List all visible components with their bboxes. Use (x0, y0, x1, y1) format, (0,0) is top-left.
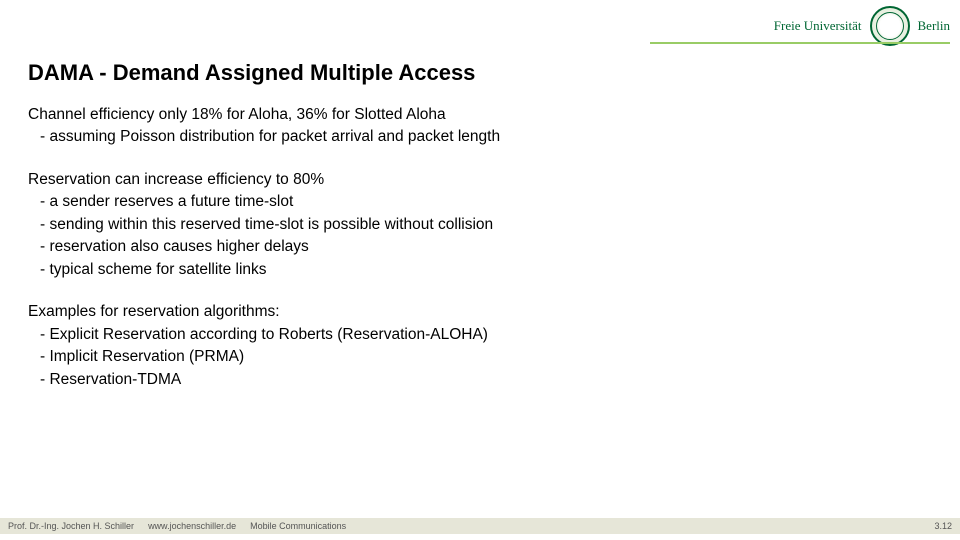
block2-bullet-3: - reservation also causes higher delays (28, 236, 932, 258)
block2-bullet-2-text: sending within this reserved time-slot i… (49, 216, 493, 233)
university-seal-icon (870, 6, 910, 46)
block-reservation: Reservation can increase efficiency to 8… (28, 169, 932, 281)
block3-bullet-2-text: Implicit Reservation (PRMA) (49, 348, 244, 365)
footer-page-number: 3.12 (912, 521, 952, 531)
block1-bullet-1-text: assuming Poisson distribution for packet… (49, 128, 500, 145)
block3-bullet-1-text: Explicit Reservation according to Robert… (49, 326, 487, 343)
university-city: Berlin (918, 18, 951, 34)
block2-bullet-4-text: typical scheme for satellite links (49, 261, 266, 278)
block3-lead: Examples for reservation algorithms: (28, 301, 932, 323)
block1-bullet-1: - assuming Poisson distribution for pack… (28, 126, 932, 148)
footer-course: Mobile Communications (250, 521, 346, 531)
block3-bullet-1: - Explicit Reservation according to Robe… (28, 324, 932, 346)
block1-lead: Channel efficiency only 18% for Aloha, 3… (28, 104, 932, 126)
block3-bullet-3-text: Reservation-TDMA (49, 371, 181, 388)
block2-bullet-3-text: reservation also causes higher delays (49, 238, 308, 255)
footer-author: Prof. Dr.-Ing. Jochen H. Schiller (8, 521, 134, 531)
slide-content: DAMA - Demand Assigned Multiple Access C… (28, 60, 932, 411)
block3-bullet-2: - Implicit Reservation (PRMA) (28, 346, 932, 368)
block2-lead: Reservation can increase efficiency to 8… (28, 169, 932, 191)
block-examples: Examples for reservation algorithms: - E… (28, 301, 932, 391)
block2-bullet-4: - typical scheme for satellite links (28, 259, 932, 281)
block2-bullet-1-text: a sender reserves a future time-slot (49, 193, 293, 210)
university-logo-header: Freie Universität Berlin (774, 6, 950, 46)
block-efficiency: Channel efficiency only 18% for Aloha, 3… (28, 104, 932, 149)
slide-footer: Prof. Dr.-Ing. Jochen H. Schiller www.jo… (0, 518, 960, 534)
block2-bullet-1: - a sender reserves a future time-slot (28, 191, 932, 213)
seal-inner-ring (876, 12, 904, 40)
university-name: Freie Universität (774, 18, 862, 34)
slide-title: DAMA - Demand Assigned Multiple Access (28, 60, 932, 86)
header-underline (650, 42, 950, 44)
block3-bullet-3: - Reservation-TDMA (28, 369, 932, 391)
footer-left: Prof. Dr.-Ing. Jochen H. Schiller www.jo… (8, 521, 912, 531)
block2-bullet-2: - sending within this reserved time-slot… (28, 214, 932, 236)
footer-url: www.jochenschiller.de (148, 521, 236, 531)
